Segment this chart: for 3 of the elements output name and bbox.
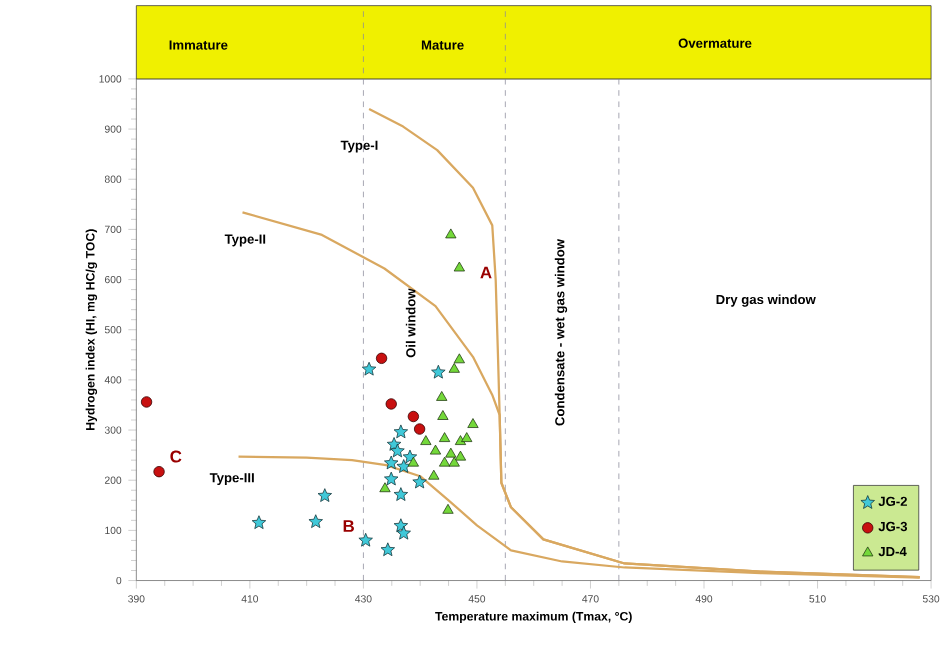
annotation: B [343,520,354,532]
annotation: A [480,266,492,279]
annotation: C [170,450,182,463]
